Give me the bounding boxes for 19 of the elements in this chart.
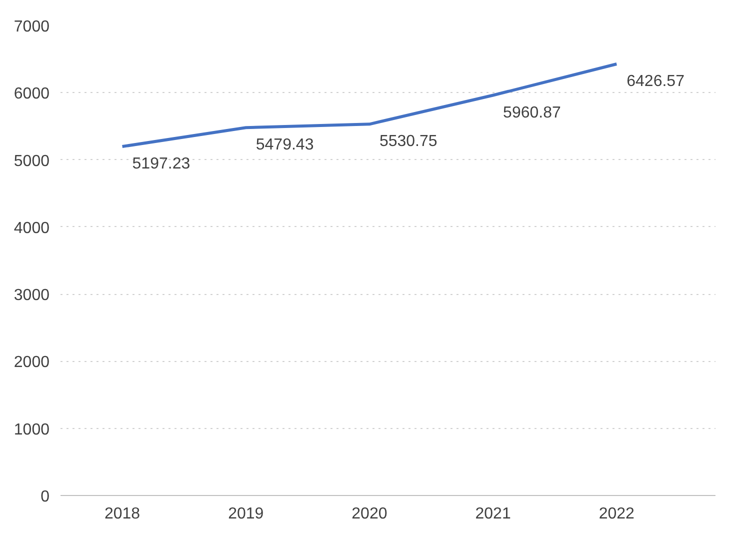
data-label: 5479.43	[256, 136, 314, 154]
x-tick-label: 2021	[475, 506, 511, 522]
data-label: 5530.75	[379, 133, 438, 150]
y-tick-label: 4000	[14, 220, 50, 237]
data-label: 5960.87	[503, 104, 561, 122]
y-tick-label: 0	[40, 488, 50, 506]
data-label: 6426.57	[626, 73, 685, 90]
x-tick-label: 2019	[228, 506, 264, 522]
x-tick-label: 2018	[104, 506, 140, 522]
x-tick-label: 2020	[352, 506, 388, 522]
data-label: 5197.23	[132, 156, 190, 173]
y-tick-label: 6000	[14, 86, 50, 103]
y-tick-label: 1000	[14, 421, 50, 438]
y-tick-label: 5000	[14, 152, 50, 170]
x-tick-label: 2022	[598, 506, 635, 522]
line-series	[120, 62, 618, 148]
y-tick-label: 3000	[14, 287, 50, 304]
y-tick-label: 7000	[14, 18, 50, 36]
y-tick-label: 2000	[14, 354, 50, 372]
